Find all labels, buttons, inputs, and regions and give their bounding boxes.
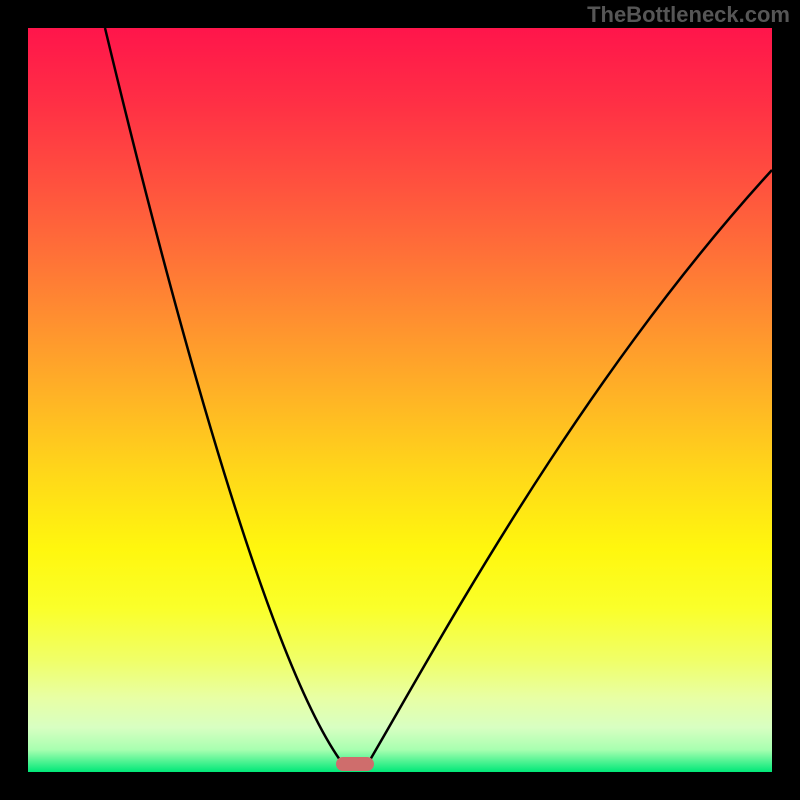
chart-container: TheBottleneck.com — [0, 0, 800, 800]
plot-gradient-background — [28, 28, 772, 772]
watermark-text: TheBottleneck.com — [587, 2, 790, 28]
